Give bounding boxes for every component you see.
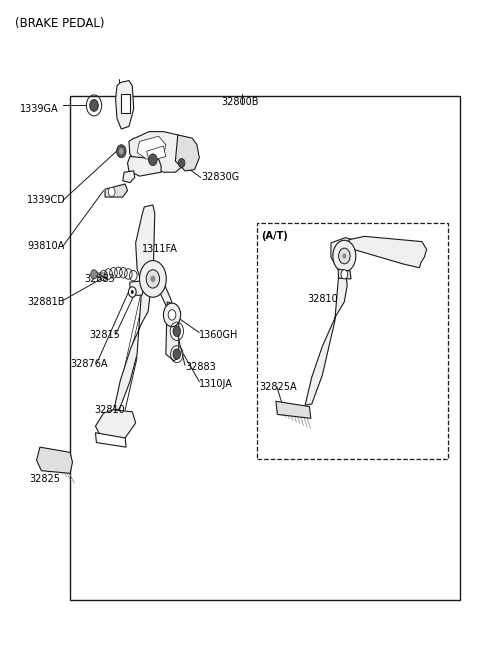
Text: 93810A: 93810A xyxy=(27,241,64,251)
Circle shape xyxy=(90,100,98,112)
Polygon shape xyxy=(128,157,161,176)
Text: 32830G: 32830G xyxy=(202,173,240,182)
Polygon shape xyxy=(175,135,199,171)
Polygon shape xyxy=(276,401,311,419)
Circle shape xyxy=(333,240,356,272)
Text: 32876A: 32876A xyxy=(70,359,108,369)
Circle shape xyxy=(178,159,185,168)
Polygon shape xyxy=(129,132,190,173)
Circle shape xyxy=(173,326,180,337)
Text: (BRAKE PEDAL): (BRAKE PEDAL) xyxy=(15,17,105,30)
Text: 32881B: 32881B xyxy=(27,297,64,307)
Text: 1310JA: 1310JA xyxy=(199,379,233,388)
Polygon shape xyxy=(349,236,427,268)
Polygon shape xyxy=(153,276,177,321)
Bar xyxy=(257,223,448,459)
Circle shape xyxy=(173,349,180,359)
Polygon shape xyxy=(331,237,355,270)
Polygon shape xyxy=(137,136,166,159)
Text: 32810: 32810 xyxy=(94,405,125,415)
Text: 1339GA: 1339GA xyxy=(20,104,59,113)
Circle shape xyxy=(341,270,348,279)
Text: 32810: 32810 xyxy=(307,293,338,304)
Polygon shape xyxy=(338,269,351,279)
Polygon shape xyxy=(96,433,126,447)
Circle shape xyxy=(119,148,124,155)
Text: 1311FA: 1311FA xyxy=(142,245,178,255)
Text: 32883: 32883 xyxy=(84,274,115,284)
Polygon shape xyxy=(105,184,128,197)
Text: 1360GH: 1360GH xyxy=(199,329,239,340)
Circle shape xyxy=(149,154,157,166)
Polygon shape xyxy=(147,146,166,161)
Circle shape xyxy=(163,303,180,327)
Circle shape xyxy=(91,270,97,279)
Polygon shape xyxy=(36,447,72,474)
Polygon shape xyxy=(136,205,155,289)
Text: (A/T): (A/T) xyxy=(262,232,288,241)
Text: 1339CD: 1339CD xyxy=(27,195,66,205)
Circle shape xyxy=(342,253,346,258)
Polygon shape xyxy=(116,81,134,129)
Bar xyxy=(121,94,130,113)
Circle shape xyxy=(129,287,136,297)
Polygon shape xyxy=(166,302,179,361)
Polygon shape xyxy=(113,285,150,410)
Circle shape xyxy=(117,145,126,158)
Circle shape xyxy=(146,270,159,288)
Circle shape xyxy=(108,187,115,196)
Text: 32825: 32825 xyxy=(29,474,60,483)
Text: 32815: 32815 xyxy=(89,329,120,340)
Circle shape xyxy=(168,310,176,320)
Text: 32883: 32883 xyxy=(185,362,216,372)
Polygon shape xyxy=(305,276,347,405)
Bar xyxy=(70,96,460,600)
Circle shape xyxy=(131,290,134,294)
Circle shape xyxy=(338,248,350,264)
Polygon shape xyxy=(96,410,136,443)
Text: 32800B: 32800B xyxy=(221,97,258,107)
Polygon shape xyxy=(123,171,135,182)
Text: 32825A: 32825A xyxy=(259,382,297,392)
Circle shape xyxy=(151,276,156,282)
Circle shape xyxy=(140,260,166,297)
Polygon shape xyxy=(130,281,144,295)
